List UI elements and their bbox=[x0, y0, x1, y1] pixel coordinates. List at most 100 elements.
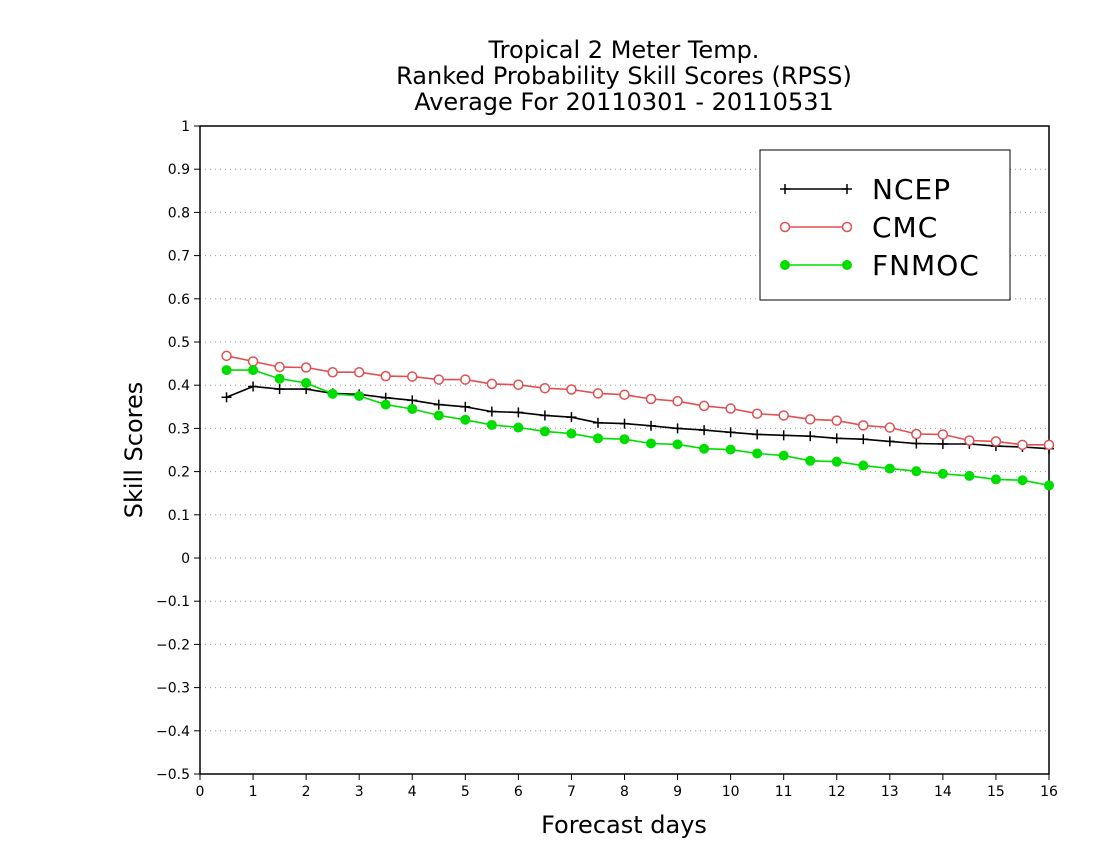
data-point-ncep bbox=[805, 431, 816, 442]
x-tick-label: 11 bbox=[775, 784, 793, 800]
x-axis-title: Forecast days bbox=[541, 811, 707, 839]
data-point-ncep bbox=[858, 434, 869, 445]
data-point-fnmoc bbox=[646, 438, 657, 449]
y-tick-label: 0.8 bbox=[168, 205, 190, 221]
y-tick-label: 0.5 bbox=[168, 335, 190, 351]
data-point-cmc bbox=[698, 400, 710, 412]
data-point-ncep bbox=[911, 438, 922, 449]
data-point-cmc bbox=[672, 395, 683, 407]
x-tick-label: 8 bbox=[620, 784, 629, 800]
data-point-cmc bbox=[353, 366, 365, 378]
series-fnmoc bbox=[221, 365, 1054, 491]
y-axis-title: Skill Scores bbox=[120, 382, 148, 519]
data-point-ncep bbox=[513, 407, 524, 418]
y-tick-label: 1 bbox=[181, 119, 190, 135]
series-lines bbox=[221, 350, 1055, 491]
data-point-cmc bbox=[990, 436, 1002, 447]
data-point-fnmoc bbox=[380, 399, 391, 410]
y-tick-label: 0.1 bbox=[168, 508, 190, 524]
data-point-cmc bbox=[486, 378, 498, 390]
data-point-cmc bbox=[1017, 439, 1028, 451]
data-point-cmc bbox=[513, 379, 524, 391]
data-point-fnmoc bbox=[752, 448, 763, 459]
data-point-ncep bbox=[619, 418, 630, 429]
data-point-fnmoc bbox=[805, 455, 816, 466]
data-point-cmc bbox=[884, 422, 896, 433]
data-point-ncep bbox=[539, 410, 550, 421]
data-point-ncep bbox=[486, 406, 497, 417]
data-point-ncep bbox=[592, 417, 603, 428]
legend: NCEP CMC FNMOC bbox=[759, 149, 1011, 301]
legend-label-ncep: NCEP bbox=[872, 173, 951, 206]
data-point-cmc bbox=[778, 410, 789, 421]
data-point-cmc bbox=[725, 403, 736, 414]
x-tick-label: 0 bbox=[196, 784, 205, 800]
data-point-ncep bbox=[778, 430, 789, 441]
x-tick-label: 4 bbox=[408, 784, 417, 800]
x-tick-label: 15 bbox=[987, 784, 1005, 800]
data-point-cmc bbox=[751, 408, 763, 419]
legend-entry-fnmoc: FNMOC bbox=[780, 249, 980, 282]
data-point-fnmoc bbox=[513, 422, 524, 433]
legend-marker-ncep bbox=[842, 184, 852, 194]
legend-label-fnmoc: FNMOC bbox=[872, 249, 980, 282]
data-point-cmc bbox=[407, 371, 418, 382]
data-point-cmc bbox=[460, 374, 471, 385]
data-point-fnmoc bbox=[433, 410, 444, 421]
data-point-fnmoc bbox=[884, 463, 895, 474]
legend-marker-cmc bbox=[779, 221, 791, 233]
data-point-fnmoc bbox=[725, 444, 736, 455]
y-tick-label: −0.2 bbox=[156, 637, 190, 653]
data-point-fnmoc bbox=[566, 428, 577, 439]
x-tick-label: 9 bbox=[673, 784, 682, 800]
data-point-ncep bbox=[725, 427, 736, 438]
data-point-cmc bbox=[274, 361, 285, 373]
x-tick-label: 5 bbox=[461, 784, 470, 800]
series-cmc bbox=[221, 350, 1055, 451]
data-point-fnmoc bbox=[327, 388, 338, 399]
data-point-fnmoc bbox=[592, 433, 603, 444]
chart-title-line-1: Tropical 2 Meter Temp. bbox=[488, 36, 760, 64]
data-point-cmc bbox=[831, 415, 842, 426]
data-point-fnmoc bbox=[831, 456, 842, 467]
data-point-fnmoc bbox=[539, 426, 550, 437]
x-tick-label: 3 bbox=[355, 784, 364, 800]
data-point-fnmoc bbox=[990, 474, 1001, 485]
data-point-ncep bbox=[672, 423, 683, 434]
data-point-fnmoc bbox=[1017, 475, 1028, 486]
data-point-ncep bbox=[937, 438, 948, 449]
y-tick-label: 0.9 bbox=[168, 162, 190, 178]
data-point-cmc bbox=[804, 414, 816, 425]
data-point-cmc bbox=[645, 393, 657, 405]
legend-marker-fnmoc bbox=[780, 260, 790, 270]
x-tick-label: 10 bbox=[722, 784, 740, 800]
y-tick-label: 0.6 bbox=[168, 292, 190, 308]
data-point-ncep bbox=[831, 433, 842, 444]
data-point-fnmoc bbox=[964, 470, 975, 481]
x-tick-label: 12 bbox=[828, 784, 846, 800]
data-point-fnmoc bbox=[221, 365, 232, 376]
data-point-cmc bbox=[858, 420, 869, 431]
y-tick-label: −0.3 bbox=[156, 681, 190, 697]
data-point-ncep bbox=[460, 401, 471, 412]
data-point-fnmoc bbox=[1044, 480, 1054, 491]
data-point-fnmoc bbox=[274, 373, 285, 384]
legend-label-cmc: CMC bbox=[872, 211, 938, 244]
data-point-cmc bbox=[592, 388, 604, 399]
x-tick-label: 13 bbox=[881, 784, 899, 800]
data-point-cmc bbox=[327, 366, 338, 378]
x-tick-label: 6 bbox=[514, 784, 523, 800]
data-point-fnmoc bbox=[619, 434, 630, 445]
legend-marker-ncep bbox=[780, 184, 790, 194]
y-tick-label: 0.3 bbox=[168, 421, 190, 437]
data-point-cmc bbox=[539, 382, 551, 394]
data-point-fnmoc bbox=[301, 378, 312, 389]
data-point-ncep bbox=[646, 420, 657, 431]
x-tick-label: 7 bbox=[567, 784, 576, 800]
y-tick-label: 0.4 bbox=[168, 378, 190, 394]
data-point-ncep bbox=[884, 436, 895, 447]
data-point-fnmoc bbox=[858, 460, 869, 471]
data-point-fnmoc bbox=[937, 468, 948, 479]
data-point-ncep bbox=[699, 425, 710, 436]
